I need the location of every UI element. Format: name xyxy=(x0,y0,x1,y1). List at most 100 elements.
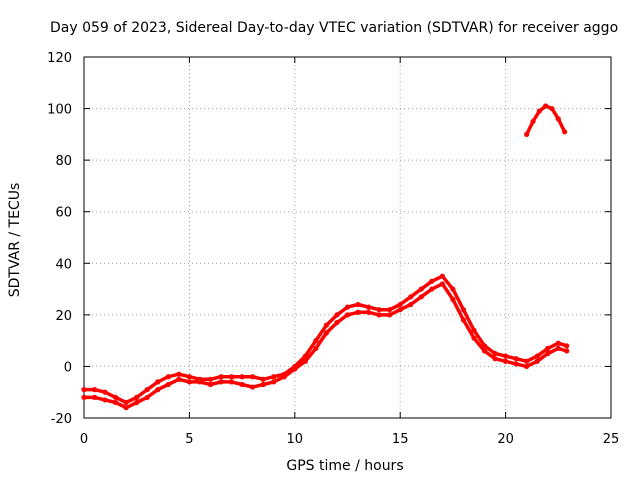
data-point xyxy=(323,330,330,336)
data-point xyxy=(323,322,330,328)
data-point xyxy=(165,381,171,388)
data-point xyxy=(176,371,182,377)
data-point xyxy=(549,105,555,112)
data-point xyxy=(81,394,87,400)
data-point xyxy=(418,286,424,292)
data-point xyxy=(302,358,308,364)
data-point xyxy=(144,394,150,400)
data-point xyxy=(186,379,192,385)
data-point xyxy=(460,317,467,323)
data-point xyxy=(134,394,140,400)
data-point xyxy=(250,374,256,380)
data-point xyxy=(218,379,224,385)
data-point xyxy=(239,374,245,380)
x-axis: 0 5 10 15 20 25 xyxy=(80,57,619,447)
data-point xyxy=(503,358,509,364)
data-point xyxy=(418,294,424,300)
data-point xyxy=(155,379,161,385)
data-point xyxy=(313,338,319,344)
plot-frame xyxy=(83,56,612,419)
y-tick-label: 100 xyxy=(47,103,72,118)
data-point xyxy=(534,353,540,359)
x-tick-label: 20 xyxy=(497,432,514,447)
data-point xyxy=(250,384,256,390)
chart-title: Day 059 of 2023, Sidereal Day-to-day VTE… xyxy=(50,20,618,36)
data-point xyxy=(530,118,536,125)
data-point xyxy=(102,389,108,395)
data-point xyxy=(534,358,540,364)
data-point xyxy=(564,343,570,349)
data-point xyxy=(334,319,340,326)
data-point xyxy=(513,361,519,367)
data-point xyxy=(91,387,98,393)
data-point xyxy=(355,301,361,308)
data-series xyxy=(81,103,570,411)
y-axis: -20 0 20 40 60 80 100 120 xyxy=(47,51,611,427)
data-point xyxy=(543,103,549,109)
x-tick-label: 15 xyxy=(392,432,409,447)
data-point xyxy=(555,116,561,122)
y-tick-label: 60 xyxy=(55,206,72,221)
data-point xyxy=(545,345,551,351)
data-point xyxy=(113,394,119,400)
data-point xyxy=(524,358,530,364)
data-point xyxy=(239,381,245,388)
data-point xyxy=(492,356,498,362)
data-point xyxy=(562,129,568,135)
data-point xyxy=(81,387,87,393)
data-point xyxy=(471,327,477,333)
data-point xyxy=(228,374,235,380)
x-axis-label: GPS time / hours xyxy=(286,458,403,474)
data-point xyxy=(123,399,129,406)
data-point xyxy=(344,304,351,310)
data-point xyxy=(376,312,382,318)
data-point xyxy=(460,307,467,313)
data-point xyxy=(387,312,393,318)
data-point xyxy=(365,309,372,315)
data-point xyxy=(218,374,224,380)
data-point xyxy=(271,374,277,380)
y-axis-label: SDTVAR / TECUs xyxy=(7,183,23,298)
data-point xyxy=(429,286,435,292)
data-point xyxy=(344,312,351,318)
y-tick-label: 0 xyxy=(64,360,72,375)
data-point xyxy=(334,312,340,318)
data-point xyxy=(524,131,530,137)
data-point xyxy=(292,366,298,372)
data-point xyxy=(429,278,435,284)
x-tick-label: 0 xyxy=(80,432,88,447)
data-point xyxy=(197,379,203,385)
y-tick-label: 20 xyxy=(55,309,72,324)
data-point xyxy=(408,294,414,300)
data-point xyxy=(439,273,445,279)
data-point xyxy=(186,374,192,380)
data-point xyxy=(439,281,445,287)
data-point xyxy=(123,405,129,411)
data-point xyxy=(545,350,551,357)
data-point xyxy=(503,353,509,359)
data-point xyxy=(144,387,150,393)
data-point xyxy=(397,301,403,308)
data-point xyxy=(228,379,235,385)
y-tick-label: 120 xyxy=(47,51,72,66)
data-point xyxy=(91,394,98,400)
data-point xyxy=(408,301,414,308)
data-point xyxy=(165,374,171,380)
x-tick-label: 5 xyxy=(185,432,193,447)
data-point xyxy=(102,397,108,403)
data-point xyxy=(555,340,561,346)
data-point xyxy=(207,376,214,382)
data-point xyxy=(155,387,161,393)
data-point xyxy=(207,381,214,388)
data-point xyxy=(281,374,287,380)
data-point xyxy=(355,309,361,315)
data-point xyxy=(536,108,542,114)
data-point xyxy=(176,376,182,382)
data-point xyxy=(397,307,403,313)
y-tick-label: 40 xyxy=(55,257,72,272)
data-point xyxy=(450,296,456,302)
data-point xyxy=(260,381,266,388)
data-point xyxy=(387,307,393,313)
data-point xyxy=(313,345,319,351)
data-point xyxy=(450,286,456,292)
